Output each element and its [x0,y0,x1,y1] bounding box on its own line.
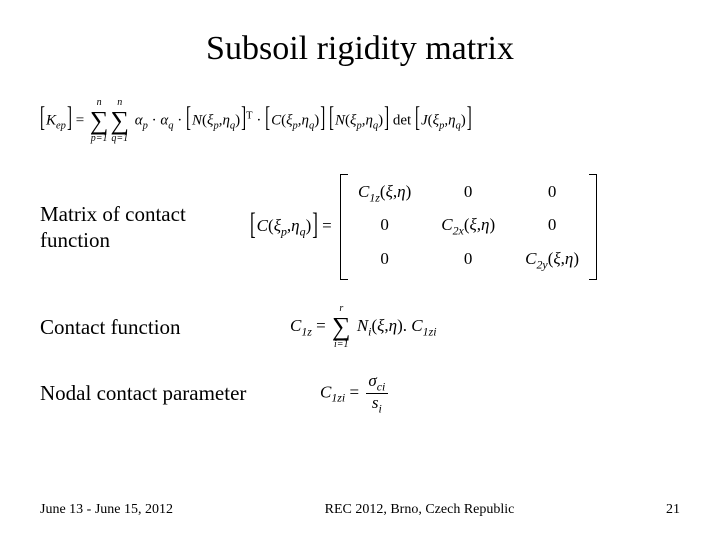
equation-contact-matrix: Matrix of contact function [C(ξp,ηq)] = … [40,174,680,280]
label-nodal-parameter: Nodal contact parameter [40,380,290,406]
footer-date: June 13 - June 15, 2012 [40,502,173,518]
footer-page: 21 [666,502,680,518]
label-matrix-contact: Matrix of contact function [40,201,250,254]
contact-matrix: C1z(ξ,η) 0 0 0 C2x(ξ,η) 0 0 0 C2y(ξ,η) [340,174,597,280]
equation-contact-function: Contact function C1z = r∑i=1 Ni(ξ,η). C1… [40,304,680,350]
page-title: Subsoil rigidity matrix [40,30,680,68]
equation-kep: [Kep] = n∑p=1 n∑q=1 αp · αq · [N(ξp,ηq)]… [40,98,680,144]
slide-footer: June 13 - June 15, 2012 REC 2012, Brno, … [40,502,680,518]
equation-nodal-parameter: Nodal contact parameter C1zi = σci si [40,372,680,415]
footer-venue: REC 2012, Brno, Czech Republic [325,502,515,518]
label-contact-function: Contact function [40,314,250,340]
